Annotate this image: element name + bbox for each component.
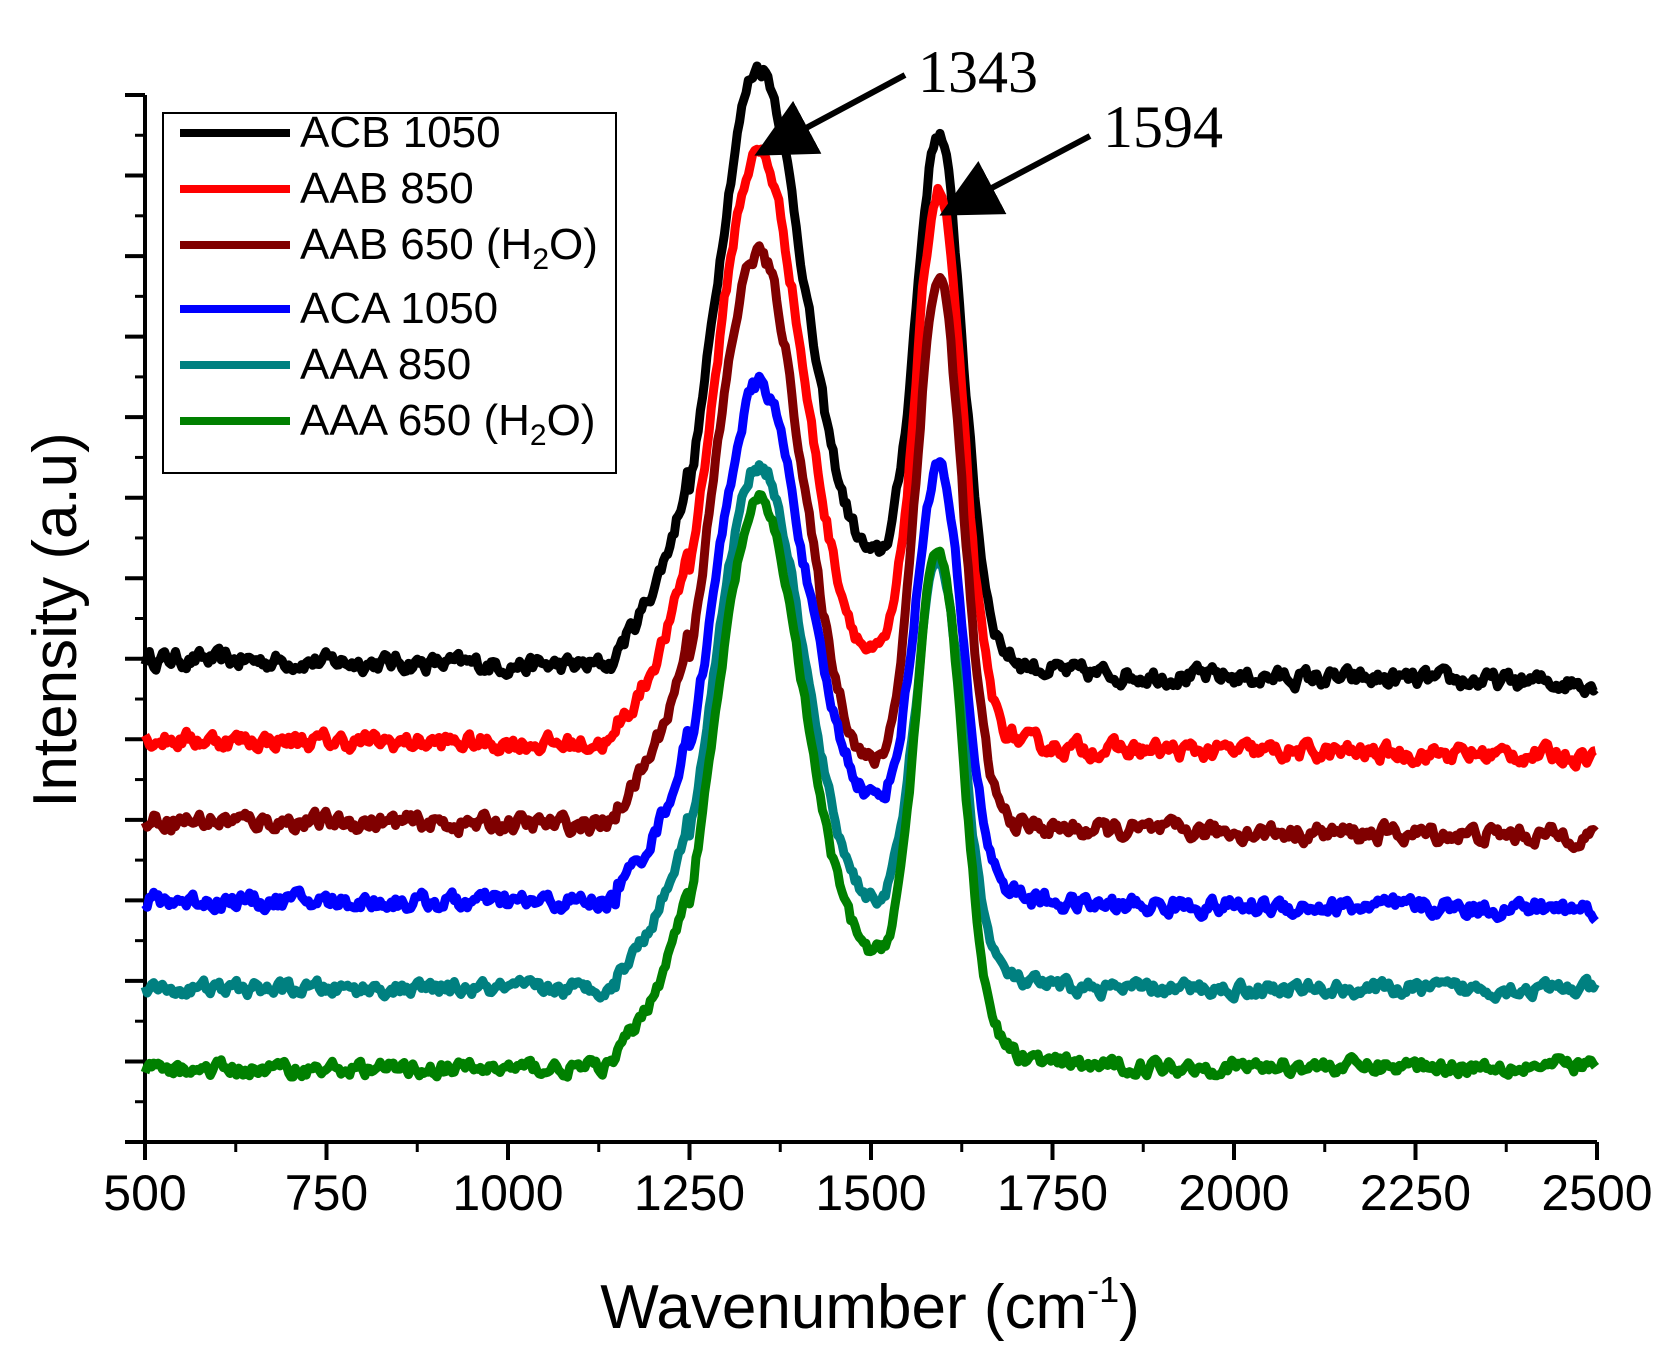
annotation-label-1594: 1594 xyxy=(1103,94,1223,160)
annotation-label-1343: 1343 xyxy=(918,39,1038,105)
series-line-5 xyxy=(140,490,1600,1082)
legend-label: ACA 1050 xyxy=(300,284,498,333)
x-axis-ticks: 500 750 1000 1250 1500 1750 2000 2250 2500 xyxy=(103,1142,1653,1221)
annotation-arrow-1343 xyxy=(754,72,907,156)
x-axis-title: Wavenumber (cm-1) xyxy=(600,1269,1140,1342)
x-tick-label: 1750 xyxy=(997,1165,1108,1221)
series-line-0 xyxy=(140,61,1599,699)
x-tick-label: 1250 xyxy=(634,1165,745,1221)
legend-box xyxy=(162,112,617,474)
legend-label: AAB 650 (H2O) xyxy=(300,220,598,276)
x-tick-label: 1000 xyxy=(452,1165,563,1221)
x-tick-label: 500 xyxy=(103,1165,186,1221)
y-axis-title: Intensity (a.u) xyxy=(21,432,90,808)
series-line-4 xyxy=(140,460,1600,1004)
x-tick-label: 1500 xyxy=(815,1165,926,1221)
series-line-1 xyxy=(141,144,1598,772)
x-tick-label: 2000 xyxy=(1178,1165,1289,1221)
peak-annotations: 1343 1594 xyxy=(754,39,1223,216)
y-axis-ticks xyxy=(125,93,145,1144)
legend-label: AAA 650 (H2O) xyxy=(300,396,595,452)
annotation-arrow-1594 xyxy=(939,133,1092,216)
x-tick-label: 2250 xyxy=(1360,1165,1471,1221)
series-line-3 xyxy=(141,371,1599,925)
series-lines xyxy=(140,61,1600,1082)
x-tick-label: 2500 xyxy=(1541,1165,1652,1221)
legend-label: AAA 850 xyxy=(300,340,471,389)
legend-label: ACB 1050 xyxy=(300,108,501,157)
series-line-2 xyxy=(140,241,1599,854)
legend: ACB 1050 AAB 850 AAB 650 (H2O) ACA 1050 AAA … xyxy=(162,108,617,474)
x-tick-label: 750 xyxy=(285,1165,368,1221)
legend-label: AAB 850 xyxy=(300,164,474,213)
